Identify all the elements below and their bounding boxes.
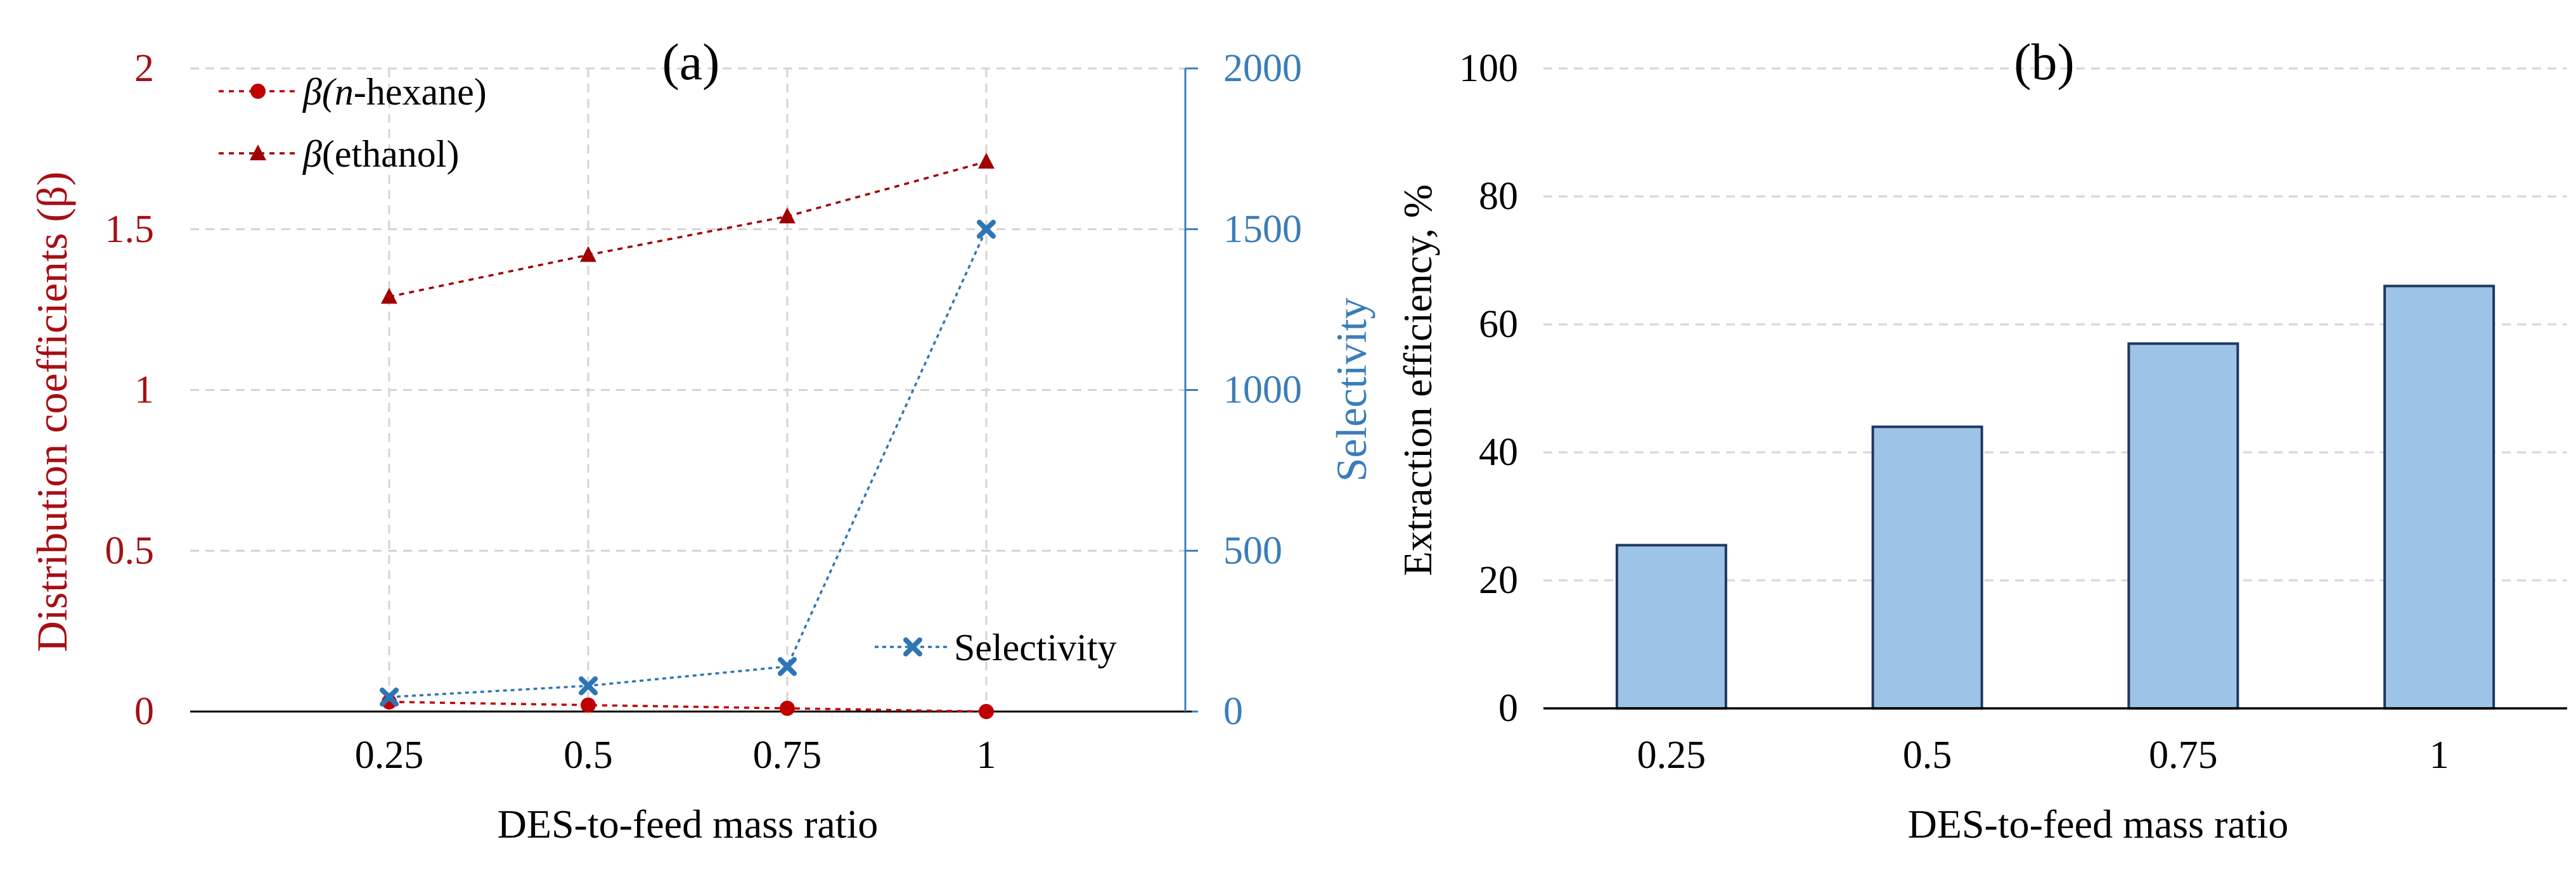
y-tick-label: 80	[1479, 175, 1518, 218]
point-hexane	[581, 697, 596, 713]
panel-b-chart: 0 20 40 60 80 100 0.25 0.5 0.75 1 (b) DES-to-feed…	[1395, 33, 2567, 846]
panel-b-ylabel: Extraction efficiency, %	[1395, 184, 1440, 576]
panel-a-ylabel-right: Selectivity	[1327, 298, 1375, 482]
point-ethanol	[978, 153, 995, 169]
y-right-tick-label: 1000	[1223, 369, 1302, 412]
legend-item-selectivity: Selectivity	[875, 627, 1117, 668]
y-left-tick-label: 0	[134, 690, 154, 733]
y-left-tick-label: 1	[134, 369, 154, 412]
panel-a-label: (a)	[662, 33, 719, 91]
point-selectivity	[579, 676, 598, 696]
y-right-tick-label: 500	[1223, 529, 1282, 572]
panel-a-gridlines	[190, 67, 1185, 712]
series-line-selectivity	[389, 229, 988, 698]
legend-label-selectivity: Selectivity	[954, 627, 1117, 668]
y-right-tick-label: 0	[1223, 690, 1243, 733]
panel-a-series	[380, 153, 996, 719]
point-hexane	[780, 700, 795, 716]
x-tick-label: 0.75	[753, 734, 822, 777]
y-tick-label: 40	[1479, 431, 1518, 474]
y-tick-label: 20	[1479, 559, 1518, 602]
panel-b-label: (b)	[2014, 33, 2075, 91]
y-right-tick-label: 1500	[1223, 208, 1302, 251]
point-stroke	[778, 656, 797, 676]
panel-b-tick-labels: 0 20 40 60 80 100 0.25 0.5 0.75 1	[1459, 47, 2449, 777]
panel-a-ylabel-left: Distribution coefficients (β)	[28, 172, 76, 653]
bar-0.5	[1871, 425, 1983, 710]
legend-item-hexane: β(n-hexane)	[219, 71, 487, 113]
panel-a-xlabel: DES-to-feed mass ratio	[498, 802, 879, 846]
series-line-hexane	[389, 701, 987, 713]
panel-a-axes	[190, 67, 1198, 713]
legend-marker-selectivity	[903, 637, 922, 656]
x-tick-label: 1	[2430, 734, 2449, 777]
panel-b-bars	[1615, 284, 2496, 710]
panel-a-tick-labels: 0 0.5 1 1.5 2 0 500 1000 1500 2000 0.25 0.5 0.75 1	[105, 47, 1303, 777]
bar-1	[2383, 284, 2496, 710]
point-selectivity	[380, 687, 399, 707]
panel-a-legend: β(n-hexane) β(ethanol) Selectivity	[219, 71, 1117, 668]
y-right-tick-label: 2000	[1223, 47, 1302, 90]
y-left-tick-label: 1.5	[105, 208, 155, 251]
y-tick-label: 100	[1459, 47, 1518, 90]
x-tick-label: 0.75	[2149, 734, 2218, 777]
y-tick-label: 0	[1498, 687, 1518, 730]
point-ethanol	[580, 246, 596, 262]
legend-label-ethanol: β(ethanol)	[302, 133, 459, 175]
point-hexane	[979, 704, 994, 719]
series-line-ethanol	[389, 160, 987, 298]
x-tick-label: 1	[977, 734, 996, 777]
point-selectivity	[977, 219, 996, 239]
legend-marker-ethanol	[250, 144, 266, 160]
panel-b-xlabel: DES-to-feed mass ratio	[1908, 802, 2289, 846]
point-selectivity	[778, 656, 797, 676]
legend-label-hexane: β(n-hexane)	[302, 71, 487, 113]
legend-item-ethanol: β(ethanol)	[219, 133, 459, 175]
y-left-tick-label: 2	[134, 47, 154, 90]
x-tick-label: 0.5	[1903, 734, 1952, 777]
y-tick-label: 60	[1479, 303, 1518, 346]
point-stroke	[579, 676, 598, 696]
panel-a-chart: 0 0.5 1 1.5 2 0 500 1000 1500 2000 0.25 0.5 0.75 1 (a…	[28, 33, 1375, 846]
point-ethanol	[381, 288, 397, 304]
legend-marker-hexane	[250, 84, 266, 99]
bar-0.75	[2127, 342, 2239, 710]
x-tick-label: 0.25	[355, 734, 424, 777]
point-ethanol	[779, 207, 795, 224]
y-left-tick-label: 0.5	[105, 529, 155, 572]
point-stroke	[977, 219, 996, 239]
x-tick-label: 0.5	[564, 734, 613, 777]
point-stroke	[380, 687, 399, 707]
x-tick-label: 0.25	[1637, 734, 1706, 777]
bar-0.25	[1615, 544, 1727, 710]
